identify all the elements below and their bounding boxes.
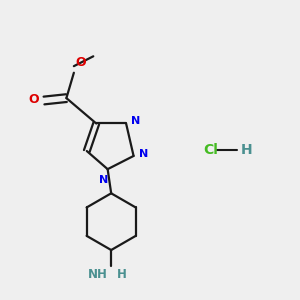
Text: H: H [117,268,126,281]
Text: H: H [241,143,253,157]
Text: NH: NH [88,268,108,281]
Text: N: N [139,149,148,160]
Text: O: O [75,56,86,69]
Text: N: N [99,175,109,184]
Text: Cl: Cl [204,143,219,157]
Text: O: O [28,93,39,106]
Text: N: N [131,116,140,126]
